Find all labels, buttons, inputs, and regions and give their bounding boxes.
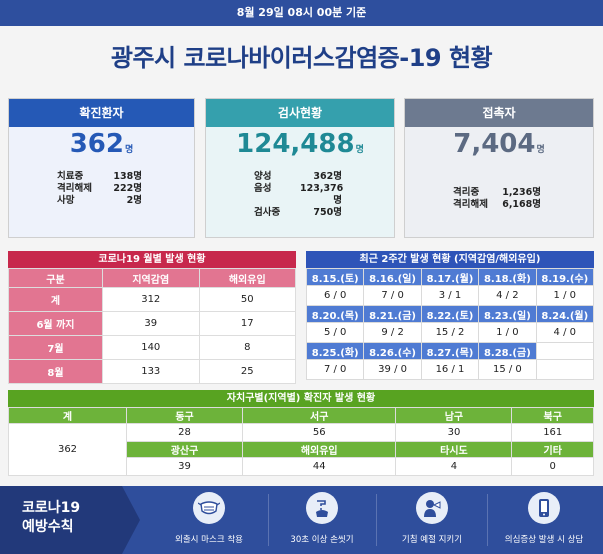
phone-icon [528, 492, 560, 524]
prevention-item-mask: 외출시 마스크 착용 [157, 486, 261, 554]
table-row: 8월 133 25 [8, 359, 296, 384]
two-week-table: 최근 2주간 발생 현황 (지역감염/해외유입) 8.15.(토) 8.16.(… [305, 251, 595, 380]
stat-row: 격리중 1,236명 [453, 187, 541, 198]
prevention-banner: 코로나19 예방수칙 외출시 마스크 착용 30초 이상 손씻기 기침 예절 지… [0, 486, 603, 554]
confirmed-total: 362명 [9, 129, 194, 165]
mask-icon [193, 492, 225, 524]
prevention-label: 코로나19 예방수칙 [0, 486, 140, 554]
contacts-value: 7,404 [453, 129, 536, 159]
value-row: 7 / 0 39 / 0 16 / 1 15 / 0 [305, 359, 595, 380]
contacts-card-label: 접촉자 [405, 99, 593, 127]
table-header-row: 구분 지역감염 해외유입 [8, 268, 296, 288]
unit-label: 명 [536, 145, 545, 155]
divider [376, 494, 377, 546]
contacts-card: 접촉자 7,404명 격리중 1,236명 격리해제 6,168명 [404, 98, 594, 238]
empty-cell [535, 342, 595, 360]
unit-label: 명 [355, 145, 364, 155]
district-title: 자치구별(지역별) 확진자 발생 현황 [8, 390, 594, 407]
stat-row: 사망 2명 [57, 195, 142, 206]
district-table: 자치구별(지역별) 확진자 발생 현황 계 동구 서구 남구 북구 362 28… [8, 390, 594, 476]
value-row: 5 / 0 9 / 2 15 / 2 1 / 0 4 / 0 [305, 322, 595, 343]
datetime-text: 8월 29일 08시 00분 기준 [236, 6, 367, 19]
divider [268, 494, 269, 546]
divider [487, 494, 488, 546]
confirmed-card: 확진환자 362명 치료중 138명 격리해제 222명 사망 2명 [8, 98, 195, 238]
district-total: 362 [8, 423, 127, 476]
unit-label: 명 [125, 145, 134, 155]
table-row: 계 312 50 [8, 287, 296, 312]
date-row: 8.20.(목) 8.21.(금) 8.22.(토) 8.23.(일) 8.24… [305, 305, 595, 323]
handwash-icon [306, 492, 338, 524]
table-row: 6월 까지 39 17 [8, 311, 296, 336]
stat-row: 격리해제 6,168명 [453, 199, 541, 210]
tests-total: 124,488명 [206, 129, 394, 165]
stat-row: 치료중 138명 [57, 171, 142, 182]
contacts-total: 7,404명 [405, 129, 593, 165]
tests-card-label: 검사현황 [206, 99, 394, 127]
monthly-title: 코로나19 월별 발생 현황 [8, 251, 296, 268]
date-row: 8.15.(토) 8.16.(일) 8.17.(월) 8.18.(화) 8.19… [305, 268, 595, 286]
table-row: 362 28 56 30 161 [8, 423, 594, 476]
table-header-row: 계 동구 서구 남구 북구 [8, 407, 594, 424]
two-week-title: 최근 2주간 발생 현황 (지역감염/해외유입) [306, 251, 594, 268]
stat-row: 양성 362명 [254, 171, 342, 182]
tests-value: 124,488 [236, 129, 355, 159]
stat-row: 음성 123,376명 [254, 183, 344, 206]
monthly-table: 코로나19 월별 발생 현황 구분 지역감염 해외유입 계 312 50 6월 … [8, 251, 296, 384]
prevention-item-phone: 의심증상 발생 시 상담 [492, 486, 596, 554]
value-row: 6 / 0 7 / 0 3 / 1 4 / 2 1 / 0 [305, 285, 595, 306]
tests-card: 검사현황 124,488명 양성 362명 음성 123,376명 검사중 750명 [205, 98, 395, 238]
cough-icon [416, 492, 448, 524]
stat-row: 검사중 750명 [254, 207, 342, 218]
table-row: 7월 140 8 [8, 335, 296, 360]
prevention-item-cough: 기침 예절 지키기 [380, 486, 484, 554]
empty-cell [535, 359, 595, 380]
table-row: 39 44 4 0 [9, 457, 594, 476]
stat-row: 격리해제 222명 [57, 183, 142, 194]
confirmed-card-label: 확진환자 [9, 99, 194, 127]
prevention-item-handwash: 30초 이상 손씻기 [270, 486, 374, 554]
confirmed-value: 362 [69, 129, 124, 159]
date-bar: 8월 29일 08시 00분 기준 [0, 0, 603, 26]
date-row: 8.25.(화) 8.26.(수) 8.27.(목) 8.28.(금) [305, 342, 595, 360]
page-title: 광주시 코로나바이러스감염증-19 현황 [110, 44, 493, 72]
